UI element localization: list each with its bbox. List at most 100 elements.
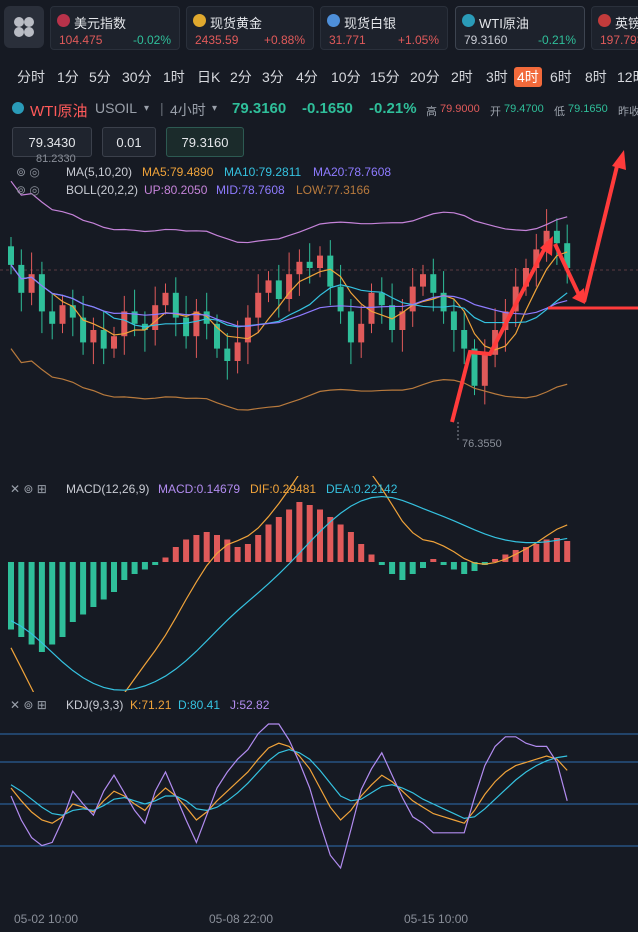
tab-5分[interactable]: 5分 [89,69,111,85]
macd-bar [244,544,251,562]
candle [49,311,56,324]
tab-2分[interactable]: 2分 [230,69,252,85]
candle [306,261,313,268]
macd-bar [234,547,241,562]
j-value: J:52.82 [230,698,270,712]
tab-15分[interactable]: 15分 [370,69,400,85]
candle [430,274,437,293]
close-icon[interactable]: ✕ ⊚ ⊞ [10,698,47,712]
tab-12时[interactable]: 12时 [617,69,638,85]
tab-2时[interactable]: 2时 [451,69,473,85]
macd-bar [420,562,426,568]
macd-bar [337,524,344,562]
candle [327,255,334,287]
price-low-label: 76.3550 [462,438,502,450]
chevron-down-icon[interactable]: ▾ [144,103,150,114]
arrowhead [572,288,585,304]
macd-bar [450,562,457,570]
ticker-name: 现货白银 [344,16,397,31]
menu-grid-button[interactable] [4,6,44,48]
macd-bar [38,562,45,652]
macd-bar [214,535,220,562]
candle [296,261,303,275]
macd-bar [347,532,354,562]
tab-6时[interactable]: 6时 [550,69,572,85]
candle [183,317,190,337]
kdj-label: KDJ(9,3,3) [66,698,124,712]
macd-bar [49,562,56,645]
ma5-line [10,251,568,351]
boll-eye-icon[interactable]: ⊚ ◎ [16,183,40,197]
macd-bar [69,562,76,622]
macd-bar [275,517,282,562]
tab-3分[interactable]: 3分 [262,69,284,85]
sell-price-box[interactable]: 79.3430 [12,127,92,157]
x-axis-label: 05-15 10:00 [404,912,469,926]
current-price: 79.3160 [232,100,287,117]
tab-日K[interactable]: 日K [197,69,221,85]
high-value: 79.9000 [440,103,480,115]
candle [471,348,478,386]
macd-bar [327,517,334,562]
macd-bar [80,562,87,615]
buy-price-box[interactable]: 79.3160 [166,127,244,157]
ticker-price: 79.3160 [464,33,508,47]
tab-3时[interactable]: 3时 [486,69,508,85]
annotation-arrow [450,241,550,423]
tab-4分[interactable]: 4分 [296,69,318,85]
macd-chart[interactable] [0,476,638,692]
ma5-value: MA5:79.4890 [142,165,214,179]
annotation-arrow [582,161,620,303]
uk-flag-icon [598,14,611,27]
ticker-name: WTI原油 [479,16,529,31]
candlestick-chart[interactable] [0,122,638,474]
close-icon[interactable]: ✕ ⊚ ⊞ [10,482,47,496]
macd-bar [255,535,262,562]
dea-value: DEA:0.22142 [326,482,398,496]
macd-bar [286,509,293,562]
tab-8时[interactable]: 8时 [585,69,607,85]
macd-bar [440,562,447,565]
high-label: 高 [426,106,437,118]
chevron-down-icon[interactable]: ▾ [212,103,218,114]
ticker-dollar-index[interactable]: 美元指数 104.475 -0.02% [50,6,180,50]
macd-bar [564,541,571,562]
tab-1分[interactable]: 1分 [57,69,79,85]
gold-icon [193,14,206,27]
ma-eye-icon[interactable]: ⊚ ◎ [16,165,40,179]
kdj-chart[interactable] [0,694,638,908]
ticker-wti-oil[interactable]: WTI原油 79.3160 -0.21% [455,6,585,50]
price-change: -0.1650 [302,100,353,117]
ma10-value: MA10:79.2811 [224,165,302,179]
macd-bar [358,544,365,562]
prev-close-label: 昨收 [618,106,638,118]
clover-icon [14,17,34,37]
candle [553,230,560,244]
instrument-code[interactable]: USOIL [95,100,138,116]
macd-bar [409,562,416,574]
x-axis-label: 05-08 22:00 [209,912,274,926]
low-label: 低 [554,106,565,118]
ticker-spot-gold[interactable]: 现货黄金 2435.59 +0.88% [186,6,314,50]
tab-1时[interactable]: 1时 [163,69,185,85]
tab-分时[interactable]: 分时 [17,69,45,85]
macd-bar [224,539,231,562]
macd-bar [90,562,97,607]
tab-30分[interactable]: 30分 [122,69,152,85]
tab-20分[interactable]: 20分 [410,69,440,85]
candle [399,311,406,330]
lot-size-input[interactable]: 0.01 [102,127,156,157]
tab-4时[interactable]: 4时 [514,67,542,87]
dif-value: DIF:0.29481 [250,482,317,496]
tab-10分[interactable]: 10分 [331,69,361,85]
macd-bar [152,562,159,565]
open-value: 79.4700 [504,103,544,115]
ticker-change: +1.05% [397,33,439,47]
instrument-name[interactable]: WTI原油 [30,103,88,120]
period-label[interactable]: 4小时 [170,102,206,118]
ticker-gbp[interactable]: 英镑 197.793 [591,6,638,50]
ticker-spot-silver[interactable]: 现货白银 31.771 +1.05% [320,6,448,50]
candle [440,292,447,312]
candle [172,292,179,318]
silver-icon [327,14,340,27]
